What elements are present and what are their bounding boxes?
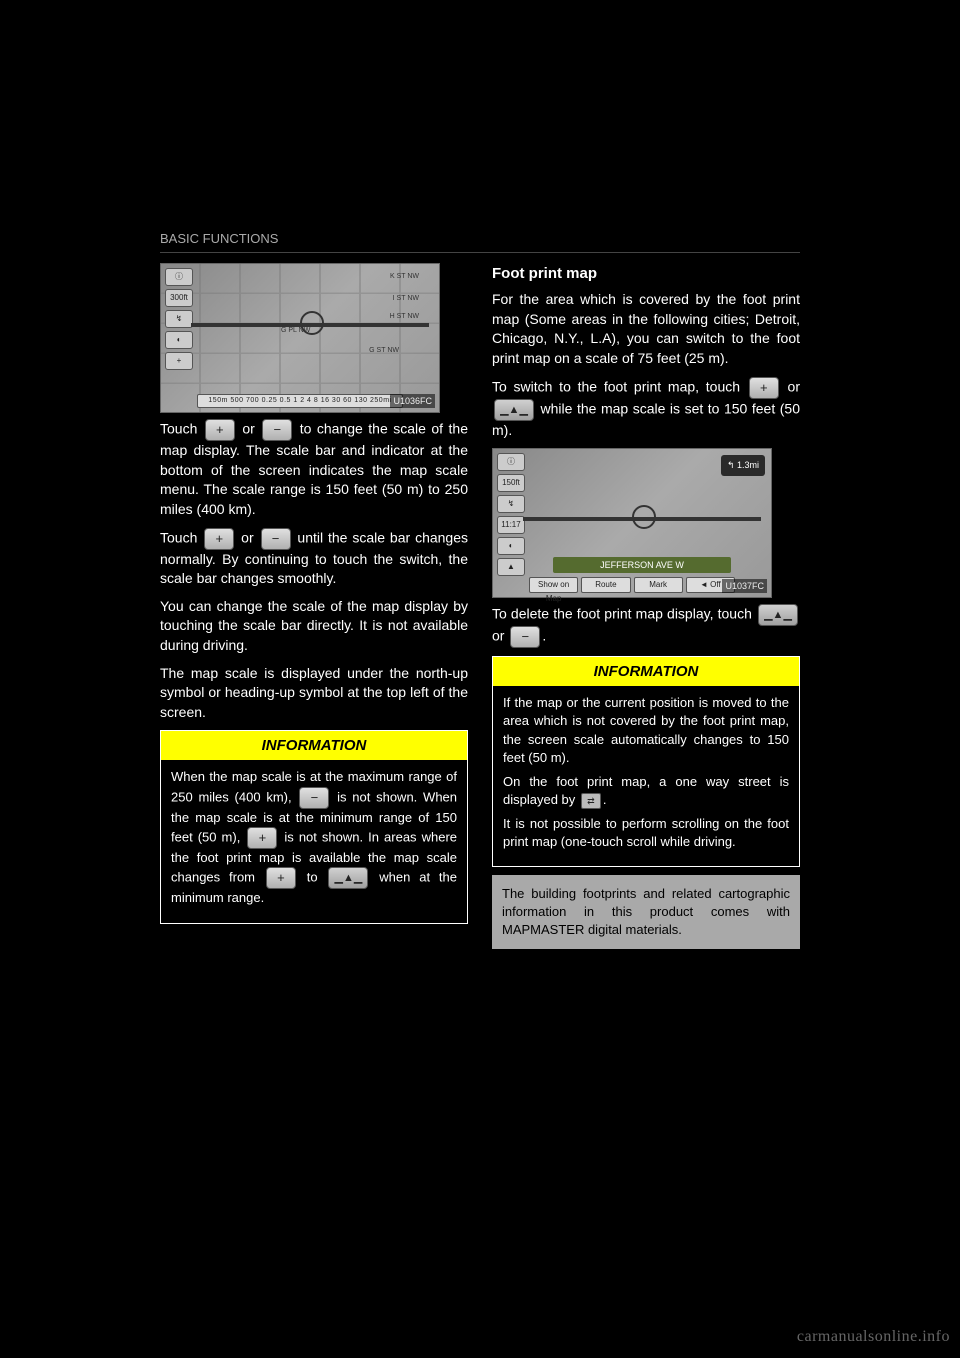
compass-icon: ◐: [165, 331, 193, 349]
zoom-out-icon: −: [299, 787, 329, 809]
map-screenshot-2: ⓘ 150ft ↯ 11:17 ◐ ▲ ↰ 1.3mi JEFFERSON AV…: [492, 448, 772, 598]
text: To delete the foot print map display, to…: [492, 606, 756, 622]
information-box: INFORMATION If the map or the current po…: [492, 656, 800, 867]
street-label: H ST NW: [390, 312, 419, 322]
time-badge: 11:17: [497, 516, 525, 534]
map-grid: [161, 264, 439, 412]
mark-button: Mark: [634, 577, 683, 593]
zoom-in-icon: +: [749, 377, 779, 399]
turn-badge: ↰ 1.3mi: [721, 455, 765, 476]
info-icon: ⓘ: [165, 268, 193, 286]
paragraph: For the area which is covered by the foo…: [492, 290, 800, 368]
information-body: When the map scale is at the maximum ran…: [161, 760, 467, 923]
zoom-out-icon: −: [262, 419, 292, 441]
map-button-bar: Show on Map Route Mark ◄ Off: [529, 577, 735, 593]
info-bullet: On the foot print map, a one way street …: [503, 773, 789, 809]
right-column: Foot print map For the area which is cov…: [492, 263, 800, 949]
zoom-in-icon: +: [247, 827, 277, 849]
information-body: If the map or the current position is mo…: [493, 686, 799, 866]
paragraph: The map scale is displayed under the nor…: [160, 664, 468, 723]
street-label: I ST NW: [393, 294, 419, 304]
zoom-in-icon: +: [205, 419, 235, 441]
info-icon: ⓘ: [497, 453, 525, 471]
copyright-box: The building footprints and related cart…: [492, 875, 800, 950]
street-label: G ST NW: [369, 346, 399, 356]
text: To switch to the foot print map, touch: [492, 378, 747, 394]
paragraph: Touch + or − to change the scale of the …: [160, 419, 468, 519]
zoom-in-icon: +: [165, 352, 193, 370]
manual-page: BASIC FUNCTIONS ⓘ 300ft ↯ ◐ + K ST NW I …: [160, 230, 800, 949]
scale-badge: 300ft: [165, 289, 193, 307]
street-label: K ST NW: [390, 272, 419, 282]
zoom-in-icon: +: [204, 528, 234, 550]
text: On the foot print map, a one way street …: [503, 774, 789, 807]
scale-badge: 150ft: [497, 474, 525, 492]
text: or: [781, 378, 800, 394]
info-paragraph: When the map scale is at the maximum ran…: [171, 768, 457, 907]
route-button: Route: [581, 577, 630, 593]
subsection-heading: Foot print map: [492, 263, 800, 284]
footprint-icon: ▁▲▁: [328, 867, 368, 889]
show-on-map-button: Show on Map: [529, 577, 578, 593]
text: Touch: [160, 529, 202, 545]
info-bullet: It is not possible to perform scrolling …: [503, 815, 789, 851]
map-screenshot-1: ⓘ 300ft ↯ ◐ + K ST NW I ST NW H ST NW G …: [160, 263, 440, 413]
turn-distance: 1.3mi: [737, 460, 759, 470]
text: .: [603, 792, 607, 807]
street-label: G PL NW: [281, 326, 310, 336]
section-title: BASIC FUNCTIONS: [160, 230, 800, 248]
left-column: ⓘ 300ft ↯ ◐ + K ST NW I ST NW H ST NW G …: [160, 263, 468, 949]
figure-id: U1037FC: [722, 579, 767, 594]
text: to: [298, 869, 327, 884]
zoom-out-icon: −: [261, 528, 291, 550]
columns: ⓘ 300ft ↯ ◐ + K ST NW I ST NW H ST NW G …: [160, 263, 800, 949]
text: or: [492, 628, 508, 644]
paragraph: To delete the foot print map display, to…: [492, 604, 800, 648]
paragraph: Touch + or − until the scale bar changes…: [160, 528, 468, 589]
information-box: INFORMATION When the map scale is at the…: [160, 730, 468, 924]
text: while the map scale is set to 150 feet (…: [492, 400, 800, 437]
text: or: [237, 421, 260, 437]
compass-icon: ◐: [497, 537, 525, 555]
information-heading: INFORMATION: [161, 731, 467, 760]
text: Touch: [160, 421, 203, 437]
text: .: [542, 628, 546, 644]
figure-id: U1036FC: [390, 394, 435, 409]
footprint-icon: ▲: [497, 558, 525, 576]
route-icon: ↯: [165, 310, 193, 328]
scale-bar: 150m 500 700 0.25 0.5 1 2 4 8 16 30 60 1…: [197, 394, 403, 408]
info-bullet: If the map or the current position is mo…: [503, 694, 789, 767]
paragraph: To switch to the foot print map, touch +…: [492, 377, 800, 441]
header-divider: [160, 252, 800, 253]
zoom-out-icon: −: [510, 626, 540, 648]
information-heading: INFORMATION: [493, 657, 799, 686]
footprint-icon: ▁▲▁: [494, 399, 534, 421]
route-icon: ↯: [497, 495, 525, 513]
watermark: carmanualsonline.info: [797, 1326, 950, 1348]
current-street-label: JEFFERSON AVE W: [553, 557, 731, 574]
map-sidebar: ⓘ 150ft ↯ 11:17 ◐ ▲: [497, 453, 525, 576]
zoom-in-icon: +: [266, 867, 296, 889]
map-sidebar: ⓘ 300ft ↯ ◐ +: [165, 268, 193, 370]
text: or: [236, 529, 258, 545]
cursor-crosshair: [632, 505, 656, 529]
oneway-icon: ⇄: [581, 793, 601, 809]
paragraph: You can change the scale of the map disp…: [160, 597, 468, 656]
footprint-icon: ▁▲▁: [758, 604, 798, 626]
